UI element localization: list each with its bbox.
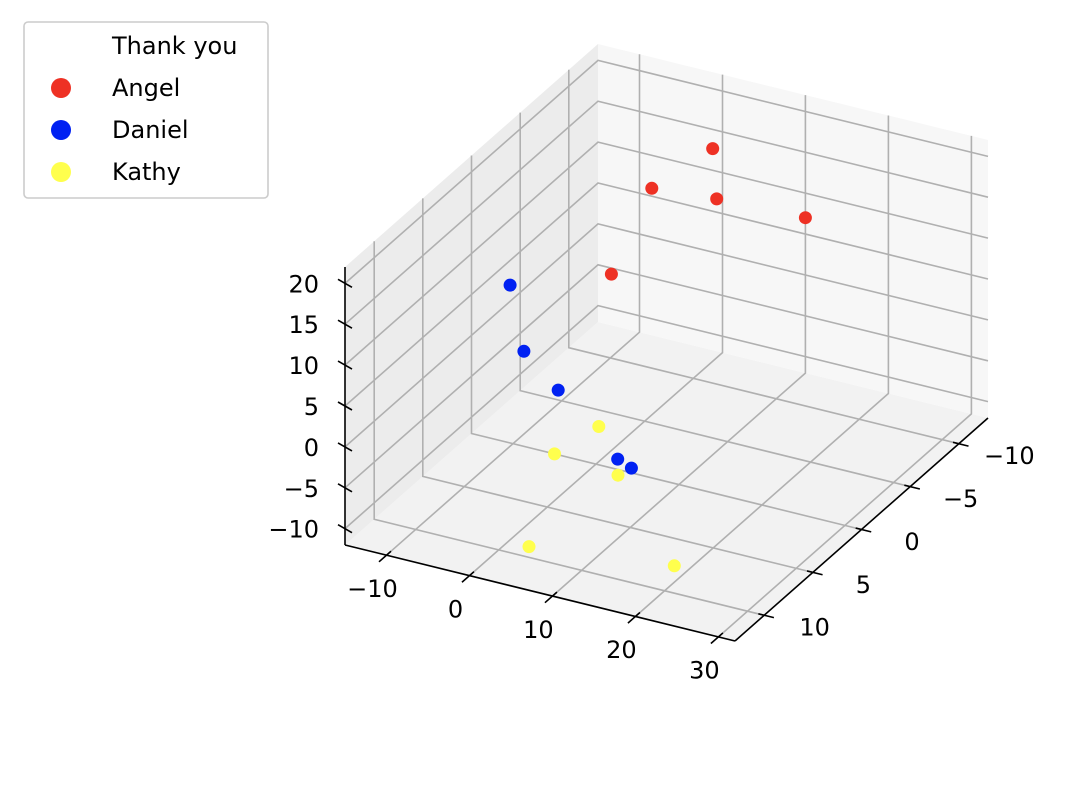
legend-label-angel: Angel: [112, 74, 180, 102]
grid-line-z: [344, 304, 989, 530]
point-kathy: [548, 447, 561, 461]
point-kathy: [522, 540, 536, 554]
x-tick-label: 10: [799, 614, 830, 642]
point-daniel: [551, 383, 565, 397]
legend-label-kathy: Kathy: [112, 158, 181, 186]
point-angel: [604, 267, 618, 281]
legend-label-daniel: Daniel: [112, 116, 189, 144]
x-tick-mark: [904, 484, 921, 490]
grid-line-x: [373, 241, 765, 617]
x-tick-label: 0: [904, 528, 919, 556]
grid-line-z: [344, 100, 989, 325]
legend-title: Thank you: [111, 32, 237, 60]
grid-line-z: [344, 223, 989, 448]
legend: Thank you Angel Daniel Kathy: [23, 21, 269, 199]
grid-line-y: [634, 115, 890, 618]
x-tick-mark: [758, 613, 775, 619]
grid-line-z: [344, 59, 989, 285]
y-tick-label: −10: [347, 575, 398, 603]
grid-lines: [344, 54, 989, 638]
z-tick-label: 15: [288, 311, 319, 339]
z-tick-mark: [337, 442, 353, 452]
grid-line-x: [470, 155, 862, 531]
y-tick-mark: [710, 632, 724, 645]
grid-line-z: [344, 141, 989, 366]
point-daniel: [624, 461, 638, 475]
z-tick-mark: [337, 523, 353, 534]
grid-line-z: [344, 263, 989, 489]
axis-lines: [337, 267, 989, 645]
y-tick-label: 30: [689, 657, 720, 685]
z-tick-label: 20: [288, 270, 319, 298]
z-tick-mark: [337, 319, 353, 329]
grid-line-x: [519, 112, 911, 488]
x-tick-label: −10: [984, 442, 1035, 470]
grid-line-y: [551, 95, 807, 597]
z-tick-label: −10: [268, 516, 319, 544]
y-tick-mark: [627, 611, 641, 624]
legend-marker-kathy: [51, 162, 71, 182]
z-tick-label: −5: [284, 475, 319, 503]
data-points: [503, 142, 812, 573]
y-axis-line: [344, 544, 736, 642]
z-tick-mark: [337, 401, 353, 411]
y-tick-mark: [378, 550, 392, 563]
legend-frame: [23, 21, 269, 199]
y-tick-mark: [461, 571, 475, 583]
legend-marker-angel: [51, 78, 71, 98]
point-kathy: [592, 420, 606, 433]
point-daniel: [503, 278, 517, 292]
grid-line-x: [421, 198, 813, 574]
point-daniel: [611, 452, 625, 466]
grid-line-y: [468, 74, 724, 577]
point-angel: [706, 142, 720, 156]
point-daniel: [517, 344, 531, 358]
x-tick-label: −5: [943, 485, 978, 513]
x-tick-mark: [952, 441, 969, 447]
z-tick-mark: [337, 278, 353, 289]
x-tick-mark: [855, 527, 872, 533]
point-kathy: [611, 468, 625, 482]
point-angel: [645, 181, 659, 195]
grid-line-y: [385, 54, 641, 556]
z-tick-label: 10: [288, 352, 319, 380]
grid-line-y: [717, 135, 973, 638]
z-tick-mark: [337, 360, 353, 370]
legend-marker-daniel: [51, 120, 71, 140]
z-tick-label: 0: [304, 434, 319, 462]
point-angel: [798, 211, 812, 225]
y-tick-label: 20: [606, 636, 637, 664]
z-tick-mark: [337, 483, 353, 493]
x-tick-label: 5: [856, 571, 871, 599]
z-tick-label: 5: [304, 393, 319, 421]
y-tick-label: 0: [448, 595, 463, 623]
x-tick-mark: [806, 570, 823, 576]
grid-line-x: [567, 69, 959, 445]
point-kathy: [667, 559, 681, 573]
point-angel: [710, 192, 724, 206]
y-tick-mark: [544, 591, 558, 604]
axes-panes: [345, 44, 988, 641]
grid-line-z: [344, 182, 989, 407]
y-tick-label: 10: [523, 616, 554, 644]
